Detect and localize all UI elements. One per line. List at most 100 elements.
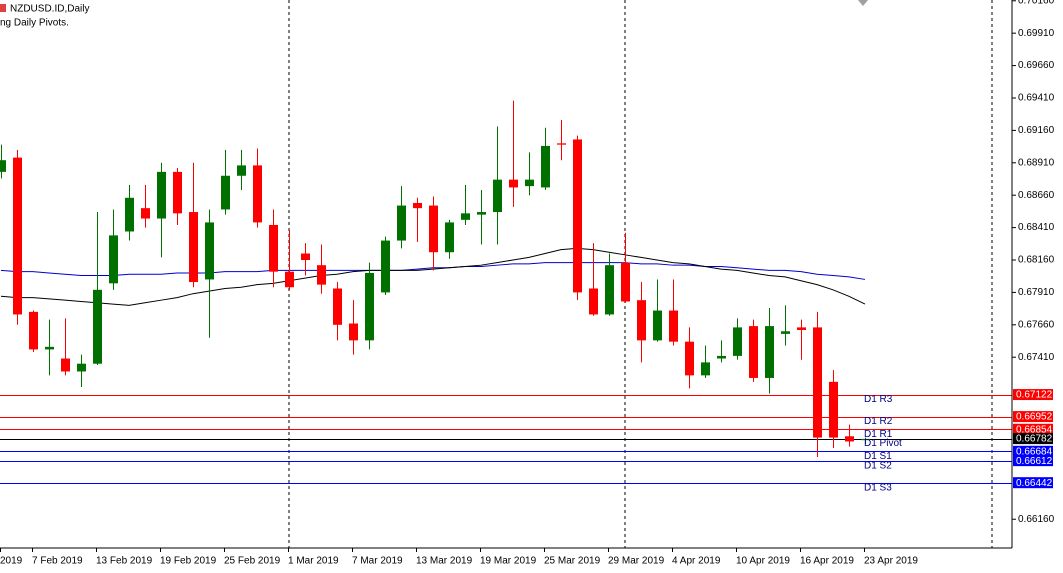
price-tag-label: 0.67122	[1016, 390, 1053, 401]
candle-body	[413, 202, 422, 209]
candle-body	[365, 272, 374, 341]
candle-body	[237, 165, 246, 176]
price-tag-label: 0.66442	[1016, 478, 1053, 489]
y-tick-label: 0.67910	[1018, 287, 1055, 298]
x-tick-label: 1 Mar 2019	[288, 556, 339, 567]
candle-body	[45, 346, 54, 350]
candle-body	[125, 197, 134, 232]
candle-body	[461, 213, 470, 220]
x-tick-label: 13 Mar 2019	[416, 556, 473, 567]
candle-body	[477, 212, 486, 215]
y-tick-label: 0.69410	[1018, 93, 1055, 104]
candle-body	[797, 327, 806, 330]
candle-body	[621, 262, 630, 302]
x-tick-label: 7 Feb 2019	[32, 556, 83, 567]
candle-body	[429, 205, 438, 253]
y-tick-label: 0.70160	[1018, 0, 1055, 6]
candle-body	[157, 171, 166, 219]
candle-body	[653, 310, 662, 341]
candle-body	[397, 205, 406, 241]
x-tick-label: 4 Apr 2019	[672, 556, 721, 567]
price-tag-label: 0.66952	[1016, 412, 1053, 423]
y-tick-label: 0.69660	[1018, 60, 1055, 71]
candle-body	[493, 179, 502, 213]
y-tick-label: 0.67410	[1018, 352, 1055, 363]
shift-marker	[858, 0, 868, 6]
plot-area	[0, 100, 1012, 484]
y-tick-label: 0.66160	[1018, 514, 1055, 525]
price-tag-label: 0.66854	[1016, 424, 1053, 435]
pivot-label: D1 R3	[864, 394, 893, 405]
candle-body	[685, 341, 694, 376]
candle-body	[269, 225, 278, 272]
pivot-label: D1 R2	[864, 416, 893, 427]
candle-body	[253, 165, 262, 223]
x-tick-label: 23 Apr 2019	[864, 556, 918, 567]
candle-body	[573, 139, 582, 293]
candle-body	[733, 327, 742, 356]
x-tick-label: 19 Feb 2019	[160, 556, 217, 567]
price-tag	[1013, 423, 1053, 435]
candle-body	[61, 358, 70, 372]
candle-body	[349, 323, 358, 341]
pivot-label: D1 R1	[864, 429, 893, 440]
pivot-label: D1 S3	[864, 482, 892, 493]
price-tag	[1013, 389, 1053, 401]
candle-body	[445, 222, 454, 253]
candle-body	[749, 326, 758, 378]
candle-body	[381, 240, 390, 293]
x-tick-label: 25 Feb 2019	[224, 556, 281, 567]
symbol-icon	[0, 4, 6, 12]
price-tag-label: 0.66684	[1016, 446, 1053, 457]
candle-body	[77, 363, 86, 372]
candle-body	[109, 235, 118, 284]
pivot-label: D1 S2	[864, 460, 892, 471]
indicator-name: ng Daily Pivots.	[0, 18, 69, 29]
y-tick-label: 0.67660	[1018, 319, 1055, 330]
x-tick-label: 2019	[0, 556, 23, 567]
candle-body	[589, 288, 598, 315]
y-tick-label: 0.68660	[1018, 190, 1055, 201]
candle-body	[301, 253, 310, 261]
candle-body	[333, 288, 342, 325]
price-tag-label: 0.66612	[1016, 456, 1053, 467]
x-tick-label: 19 Mar 2019	[480, 556, 537, 567]
candle-body	[189, 212, 198, 283]
candle-body	[669, 310, 678, 342]
y-tick-label: 0.68410	[1018, 222, 1055, 233]
y-tick-label: 0.69160	[1018, 125, 1055, 136]
candle-body	[141, 208, 150, 219]
x-tick-label: 7 Mar 2019	[352, 556, 403, 567]
pivot-label: D1 S1	[864, 451, 892, 462]
candle-body	[701, 362, 710, 376]
candle-body	[861, 438, 870, 441]
candle-body	[637, 300, 646, 341]
candle-body	[845, 436, 854, 442]
candle-body	[605, 265, 614, 315]
y-tick-label: 0.68910	[1018, 157, 1055, 168]
candle-body	[525, 179, 534, 187]
chart-title: NZDUSD.ID,Daily	[10, 4, 89, 15]
pivot-label: D1 Pivot	[864, 438, 902, 449]
candle-body	[557, 143, 566, 145]
candle-body	[29, 311, 38, 350]
candle-body	[13, 157, 22, 315]
price-tag	[1013, 445, 1053, 457]
x-tick-label: 16 Apr 2019	[800, 556, 854, 567]
x-tick-label: 10 Apr 2019	[736, 556, 790, 567]
candle-body	[0, 160, 6, 172]
price-tag	[1013, 433, 1053, 445]
price-tag	[1013, 455, 1053, 467]
candle-body	[317, 265, 326, 285]
candle-body	[765, 326, 774, 378]
price-tag-label: 0.66782	[1016, 434, 1053, 445]
y-tick-label: 0.68160	[1018, 255, 1055, 266]
y-tick-label: 0.69910	[1018, 28, 1055, 39]
candle-body	[173, 171, 182, 214]
x-tick-label: 13 Feb 2019	[96, 556, 153, 567]
candle-body	[781, 331, 790, 334]
candle-body	[829, 381, 838, 438]
price-tag	[1013, 477, 1053, 489]
candle-body	[285, 271, 294, 288]
